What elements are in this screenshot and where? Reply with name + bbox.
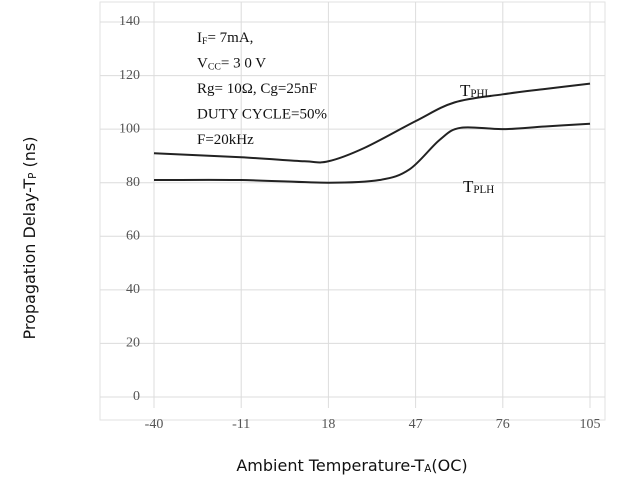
series-label-part: PLH [473, 184, 494, 196]
x-tick-label: 47 [409, 417, 423, 432]
y-tick-label: 120 [119, 68, 140, 83]
y-axis-label-part: Propagation Delay-T [20, 179, 39, 340]
y-tick-label: 100 [119, 121, 140, 136]
x-axis-label-part: (OC) [431, 456, 467, 475]
annotation-part: F [202, 36, 208, 47]
x-tick-label: 76 [496, 417, 510, 432]
annotation-part: Rg= 10Ω, Cg=25nF [197, 81, 317, 97]
y-tick-label: 80 [126, 175, 140, 190]
annotation-part: CC [208, 61, 221, 72]
y-axis-label-part: P [27, 173, 39, 179]
annotation-part: = 7mA, [207, 30, 253, 46]
y-axis-label: Propagation Delay-TP (ns) [20, 136, 39, 339]
annotation-part: F=20kHz [197, 132, 254, 148]
y-axis-label-part: (ns) [20, 136, 39, 172]
x-tick-label: -40 [145, 417, 164, 432]
y-tick-label: 40 [126, 282, 140, 297]
series-label-part: T [463, 177, 474, 196]
series-line [153, 82, 591, 164]
x-tick-label: 18 [321, 417, 335, 432]
annotation: Rg= 10Ω, Cg=25nF [197, 81, 317, 97]
y-tick-label: 140 [119, 14, 140, 29]
annotation: DUTY CYCLE=50% [197, 107, 327, 123]
series-line [153, 122, 591, 184]
annotation-part: DUTY CYCLE=50% [197, 107, 327, 123]
series-label: TPHL [460, 81, 492, 100]
series-label-part: T [460, 81, 471, 100]
annotation-part: V [197, 56, 208, 72]
annotation-part: I [197, 30, 202, 46]
annotation: IF= 7mA, [197, 30, 253, 46]
y-tick-label: 0 [133, 389, 140, 404]
y-tick-label: 20 [126, 336, 140, 351]
annotation: VCC= 3 0 V [197, 56, 266, 72]
x-tick-label: -11 [232, 417, 250, 432]
x-axis-label-part: A [424, 463, 432, 475]
y-tick-label: 60 [126, 229, 140, 244]
x-axis-label: Ambient Temperature-TA(OC) [236, 456, 467, 475]
x-tick-label: 105 [580, 417, 601, 432]
series-label: TPLH [463, 177, 494, 196]
plot-frame [99, 1, 606, 421]
annotation: F=20kHz [197, 132, 254, 148]
x-axis-label-part: Ambient Temperature-T [236, 456, 424, 475]
series-label-part: PHL [470, 88, 491, 100]
annotation-part: = 3 0 V [221, 56, 266, 72]
